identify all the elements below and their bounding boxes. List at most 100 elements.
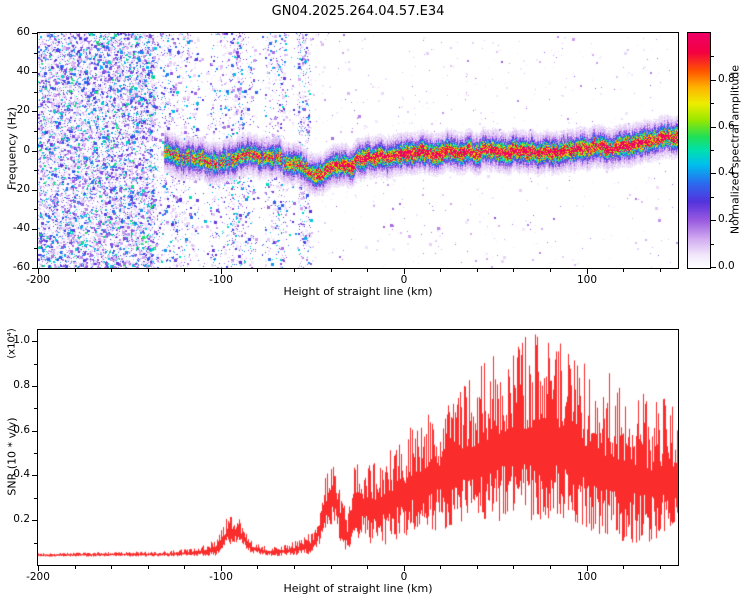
snr-x-major-tick — [221, 566, 222, 571]
snr-x-minor-tick — [184, 566, 185, 569]
colorbar-major-tick — [711, 127, 716, 128]
snr-y-tick-label: 0.8 — [13, 379, 30, 391]
spec-y-minor-tick — [34, 92, 37, 93]
spec-x-minor-tick — [367, 269, 368, 272]
snr-canvas — [38, 330, 678, 565]
snr-y-major-tick — [32, 386, 37, 387]
spec-y-major-tick — [32, 151, 37, 152]
spec-x-minor-tick — [440, 269, 441, 272]
snr-x-tick-label: 0 — [400, 571, 408, 583]
spec-x-minor-tick — [75, 269, 76, 272]
snr-x-major-tick — [587, 566, 588, 571]
colorbar-major-tick — [711, 267, 716, 268]
snr-x-minor-tick — [550, 566, 551, 569]
colorbar-canvas — [688, 33, 710, 268]
colorbar-tick-label: 0.6 — [718, 120, 735, 132]
colorbar-tick-label: 0.2 — [718, 213, 735, 225]
colorbar-major-tick — [711, 173, 716, 174]
snr-y-tick-label: 1.0 — [13, 334, 30, 346]
snr-y-major-tick — [32, 520, 37, 521]
colorbar-minor-tick — [711, 150, 714, 151]
colorbar-tick-label: 0.4 — [718, 166, 735, 178]
snr-x-minor-tick — [111, 566, 112, 569]
spec-x-minor-tick — [331, 269, 332, 272]
snr-y-minor-tick — [34, 498, 37, 499]
snr-y-minor-tick — [34, 543, 37, 544]
spec-x-major-tick — [38, 269, 39, 274]
colorbar-minor-tick — [711, 56, 714, 57]
spec-y-tick-label: 60 — [16, 26, 30, 38]
spec-x-major-tick — [404, 269, 405, 274]
spec-x-minor-tick — [111, 269, 112, 272]
spec-x-major-tick — [221, 269, 222, 274]
spectrogram-xlabel: Height of straight line (km) — [283, 285, 433, 298]
snr-x-minor-tick — [623, 566, 624, 569]
spec-y-major-tick — [32, 72, 37, 73]
colorbar-minor-tick — [711, 244, 714, 245]
snr-x-minor-tick — [148, 566, 149, 569]
spec-y-tick-label: 40 — [16, 65, 30, 77]
snr-panel — [37, 329, 679, 566]
colorbar-tick-label: 0.8 — [718, 73, 735, 85]
spec-x-major-tick — [587, 269, 588, 274]
spec-x-minor-tick — [660, 269, 661, 272]
snr-y-major-tick — [32, 341, 37, 342]
spec-y-minor-tick — [34, 209, 37, 210]
spec-x-minor-tick — [477, 269, 478, 272]
spec-x-tick-label: -100 — [209, 274, 233, 286]
figure-title: GN04.2025.264.04.57.E34 — [271, 4, 445, 19]
colorbar-tick-label: 0.0 — [718, 260, 735, 272]
colorbar-major-tick — [711, 220, 716, 221]
spec-x-minor-tick — [550, 269, 551, 272]
snr-x-minor-tick — [513, 566, 514, 569]
spec-y-minor-tick — [34, 131, 37, 132]
spec-y-tick-label: 0 — [23, 144, 30, 156]
spec-x-minor-tick — [148, 269, 149, 272]
spec-y-major-tick — [32, 268, 37, 269]
spec-x-minor-tick — [623, 269, 624, 272]
snr-xlabel: Height of straight line (km) — [283, 582, 433, 595]
spec-y-major-tick — [32, 229, 37, 230]
snr-x-minor-tick — [660, 566, 661, 569]
snr-x-minor-tick — [440, 566, 441, 569]
spectrogram-canvas — [38, 33, 678, 268]
snr-y-tick-label: 0.6 — [13, 424, 30, 436]
spec-x-minor-tick — [184, 269, 185, 272]
snr-x-minor-tick — [331, 566, 332, 569]
colorbar-minor-tick — [711, 103, 714, 104]
colorbar-minor-tick — [711, 197, 714, 198]
snr-y-tick-label: 0.2 — [13, 513, 30, 525]
colorbar-panel — [687, 32, 711, 269]
spec-x-tick-label: -200 — [26, 274, 50, 286]
spec-x-tick-label: 100 — [576, 274, 598, 286]
snr-x-minor-tick — [294, 566, 295, 569]
spec-y-minor-tick — [34, 170, 37, 171]
spec-y-major-tick — [32, 111, 37, 112]
snr-x-major-tick — [404, 566, 405, 571]
snr-y-minor-tick — [34, 408, 37, 409]
snr-x-minor-tick — [367, 566, 368, 569]
spectrogram-panel — [37, 32, 679, 269]
snr-x-minor-tick — [75, 566, 76, 569]
spec-y-minor-tick — [34, 53, 37, 54]
snr-y-minor-tick — [34, 364, 37, 365]
spec-y-tick-label: -60 — [12, 261, 30, 273]
snr-x-tick-label: -200 — [26, 571, 50, 583]
spec-y-major-tick — [32, 33, 37, 34]
snr-x-minor-tick — [477, 566, 478, 569]
spec-x-minor-tick — [257, 269, 258, 272]
snr-y-tick-label: 0.4 — [13, 468, 30, 480]
spec-y-minor-tick — [34, 248, 37, 249]
spec-x-minor-tick — [294, 269, 295, 272]
snr-y-major-tick — [32, 431, 37, 432]
spec-x-minor-tick — [513, 269, 514, 272]
spec-x-tick-label: 0 — [400, 274, 408, 286]
spec-y-tick-label: 20 — [16, 104, 30, 116]
colorbar-major-tick — [711, 80, 716, 81]
spec-y-tick-label: -20 — [12, 183, 30, 195]
snr-x-tick-label: 100 — [576, 571, 598, 583]
spec-y-tick-label: -40 — [12, 222, 30, 234]
spec-y-major-tick — [32, 190, 37, 191]
snr-y-major-tick — [32, 475, 37, 476]
